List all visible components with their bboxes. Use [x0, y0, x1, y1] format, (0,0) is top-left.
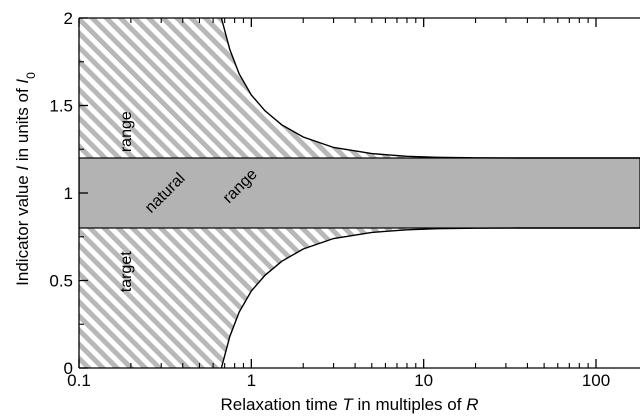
x-tick-label: 0.1 [67, 371, 91, 390]
x-tick-label: 1 [247, 371, 256, 390]
y-axis-label: Indicator value I in units of I0 [13, 72, 38, 286]
y-tick-label: 1.5 [49, 97, 73, 116]
y-tick-label: 1 [64, 184, 73, 203]
region-annotation: target [118, 251, 135, 292]
x-tick-label: 10 [414, 371, 433, 390]
natural-range-band [79, 157, 640, 229]
outside-lower [221, 228, 640, 368]
x-axis-label: Relaxation time T in multiples of R [221, 395, 479, 414]
region-annotation: range [118, 111, 135, 152]
x-tick-label: 100 [582, 371, 610, 390]
upper-boundary-curve [220, 18, 640, 159]
lower-boundary-curve [220, 227, 640, 368]
y-tick-label: 2 [64, 9, 73, 28]
axes [78, 17, 640, 369]
outside-upper [221, 18, 640, 158]
y-tick-label: 0 [64, 359, 73, 378]
plot-area [79, 18, 640, 368]
y-tick-label: 0.5 [49, 272, 73, 291]
